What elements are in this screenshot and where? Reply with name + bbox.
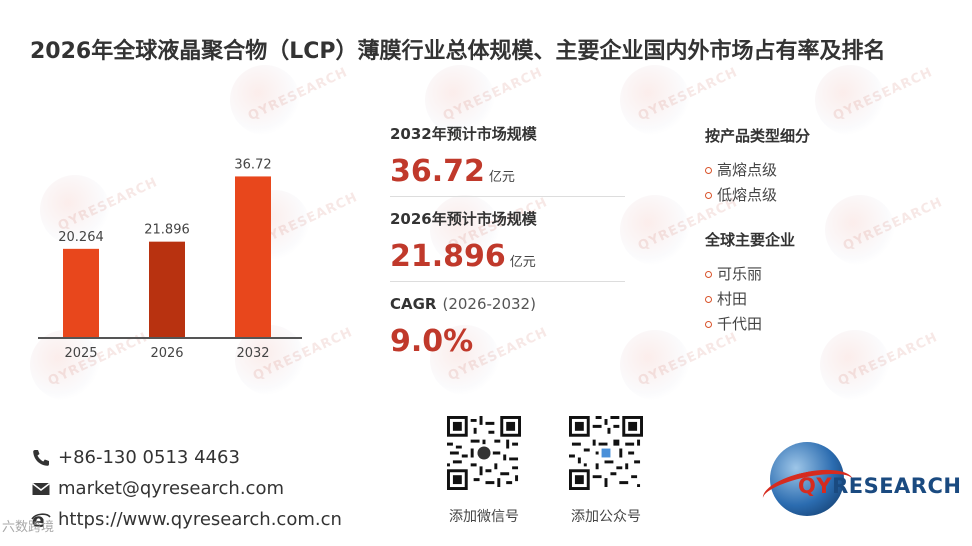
watermark-logo: QYRESEARCH	[620, 65, 740, 135]
x-tick-label: 2026	[150, 346, 183, 361]
chart-bar	[235, 176, 271, 338]
list-item: 可乐丽	[705, 262, 945, 287]
metric-2026-value: 21.896	[390, 239, 506, 274]
x-tick-label: 2025	[64, 346, 97, 361]
qyresearch-logo: QYRESEARCH	[759, 442, 961, 522]
cagr-label: CAGR	[390, 295, 437, 313]
metric-2026-label: 2026年预计市场规模	[390, 210, 537, 228]
cagr-period: (2026-2032)	[442, 295, 536, 313]
bar-chart-svg: 20.264 2025 21.896 2026 36.72 2032	[38, 157, 302, 361]
contact-block: +86-130 0513 4463 market@qyresearch.com …	[30, 442, 342, 535]
metric-2032-unit: 亿元	[488, 170, 515, 185]
product-type-heading: 按产品类型细分	[705, 127, 811, 145]
phone-icon	[30, 447, 52, 469]
metric-2032-value: 36.72	[390, 154, 485, 189]
metric-2032-label: 2032年预计市场规模	[390, 125, 537, 143]
website-link[interactable]: https://www.qyresearch.com.cn	[58, 509, 342, 530]
list-item: 千代田	[705, 312, 945, 337]
phone-row: +86-130 0513 4463	[30, 442, 342, 473]
wechat-qr-code[interactable]	[447, 416, 521, 490]
logo-text: QYRESEARCH	[798, 474, 962, 498]
page-title: 2026年全球液晶聚合物（LCP）薄膜行业总体规模、主要企业国内外市场占有率及排…	[30, 39, 886, 64]
wechat-qr-block: 添加微信号	[446, 416, 522, 526]
list-item: 低熔点级	[705, 183, 945, 208]
bar-value-label: 21.896	[144, 223, 190, 238]
product-type-list: 高熔点级 低熔点级	[705, 158, 945, 208]
metric-2026-unit: 亿元	[509, 255, 536, 270]
metrics-panel: 2032年预计市场规模 36.72 亿元 2026年预计市场规模 21.896 亿元…	[390, 120, 625, 366]
segments-panel: 按产品类型细分 高熔点级 低熔点级 全球主要企业 可乐丽 村田 千代田	[705, 122, 945, 355]
metric-2032-value-row: 36.72 亿元	[390, 148, 625, 197]
list-item: 高熔点级	[705, 158, 945, 183]
market-size-bar-chart: 20.264 2025 21.896 2026 36.72 2032	[30, 157, 310, 370]
metric-2026-value-row: 21.896 亿元	[390, 233, 625, 282]
watermark-logo: QYRESEARCH	[620, 195, 740, 265]
companies-heading: 全球主要企业	[705, 231, 796, 249]
phone-number[interactable]: +86-130 0513 4463	[58, 447, 240, 468]
list-item: 村田	[705, 287, 945, 312]
email-link[interactable]: market@qyresearch.com	[58, 478, 284, 499]
browser-icon: e	[30, 509, 52, 531]
chart-bar	[63, 248, 99, 338]
official-account-qr-code[interactable]	[569, 416, 643, 490]
cagr-value: 9.0%	[390, 324, 474, 359]
cagr-label-row: CAGR (2026-2032)	[390, 290, 625, 318]
email-row: market@qyresearch.com	[30, 473, 342, 504]
chart-bar	[149, 241, 185, 338]
wechat-qr-caption: 添加微信号	[449, 509, 519, 525]
watermark-logo: QYRESEARCH	[620, 330, 740, 400]
official-account-qr-caption: 添加公众号	[571, 509, 641, 525]
globe-icon	[770, 442, 844, 516]
bar-value-label: 20.264	[58, 230, 104, 245]
credit-watermark: 六数跨境	[2, 520, 55, 535]
x-tick-label: 2032	[236, 346, 269, 361]
official-account-qr-block: 添加公众号	[568, 416, 644, 526]
mail-icon	[30, 478, 52, 500]
website-row: e https://www.qyresearch.com.cn	[30, 504, 342, 535]
watermark-logo: QYRESEARCH	[230, 65, 350, 135]
companies-list: 可乐丽 村田 千代田	[705, 262, 945, 337]
bar-value-label: 36.72	[234, 157, 271, 172]
cagr-value-row: 9.0%	[390, 318, 625, 366]
